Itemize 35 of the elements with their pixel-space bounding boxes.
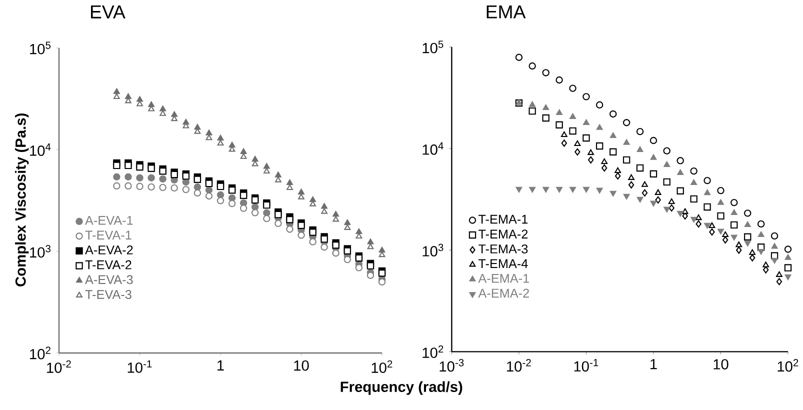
y-tick-label: 10$^{4}$ bbox=[30, 143, 51, 156]
x-axis-title: Frequency (rad/s) bbox=[340, 381, 462, 395]
y-tick-label: 10$^{5}$ bbox=[30, 42, 51, 54]
legend-label: A-EMA-2 bbox=[478, 288, 529, 298]
y-axis-title: Complex Viscosity (Pa.s) bbox=[15, 114, 29, 286]
legend-label: T-EMA-3 bbox=[478, 244, 528, 254]
legend-label: T-EMA-4 bbox=[478, 259, 528, 268]
x-tick-label: 10$^{-1}$ bbox=[574, 359, 598, 372]
x-tick-label: 10 bbox=[714, 359, 728, 370]
x-tick-label: 10$^{2}$ bbox=[372, 360, 392, 373]
y-tick-label: 10$^{4}$ bbox=[422, 142, 444, 155]
x-tick-label: 10$^{-2}$ bbox=[507, 359, 531, 372]
x-tick-label: 1 bbox=[650, 359, 657, 370]
y-tick-label: 10$^{3}$ bbox=[422, 244, 444, 256]
legend-label: T-EVA-3 bbox=[85, 290, 132, 299]
x-tick-label: 10$^{-3}$ bbox=[440, 359, 464, 372]
legend-label: A-EVA-1 bbox=[85, 216, 133, 225]
y-tick-label: 10$^{3}$ bbox=[30, 245, 51, 258]
legend-label: A-EMA-1 bbox=[478, 274, 529, 283]
chart-title: EMA bbox=[486, 5, 526, 18]
x-tick-label: 10$^{-2}$ bbox=[47, 360, 71, 373]
legend-label: T-EMA-2 bbox=[478, 230, 528, 238]
x-tick-label: 10 bbox=[294, 360, 309, 371]
x-tick-label: 10$^{2}$ bbox=[778, 359, 798, 372]
legend-label: A-EVA-3 bbox=[85, 275, 133, 284]
legend-label: A-EVA-2 bbox=[85, 245, 133, 254]
legend-label: T-EVA-1 bbox=[85, 230, 132, 240]
x-tick-label: 10$^{-1}$ bbox=[128, 360, 152, 373]
legend-label: T-EVA-2 bbox=[85, 260, 132, 270]
y-tick-label: 10$^{2}$ bbox=[30, 346, 50, 360]
y-tick-label: 10$^{5}$ bbox=[422, 40, 444, 54]
chart-title: EVA bbox=[91, 6, 126, 18]
legend-label: T-EMA-1 bbox=[478, 214, 528, 224]
x-tick-label: 1 bbox=[218, 360, 224, 370]
y-tick-label: 10$^{2}$ bbox=[422, 345, 444, 358]
